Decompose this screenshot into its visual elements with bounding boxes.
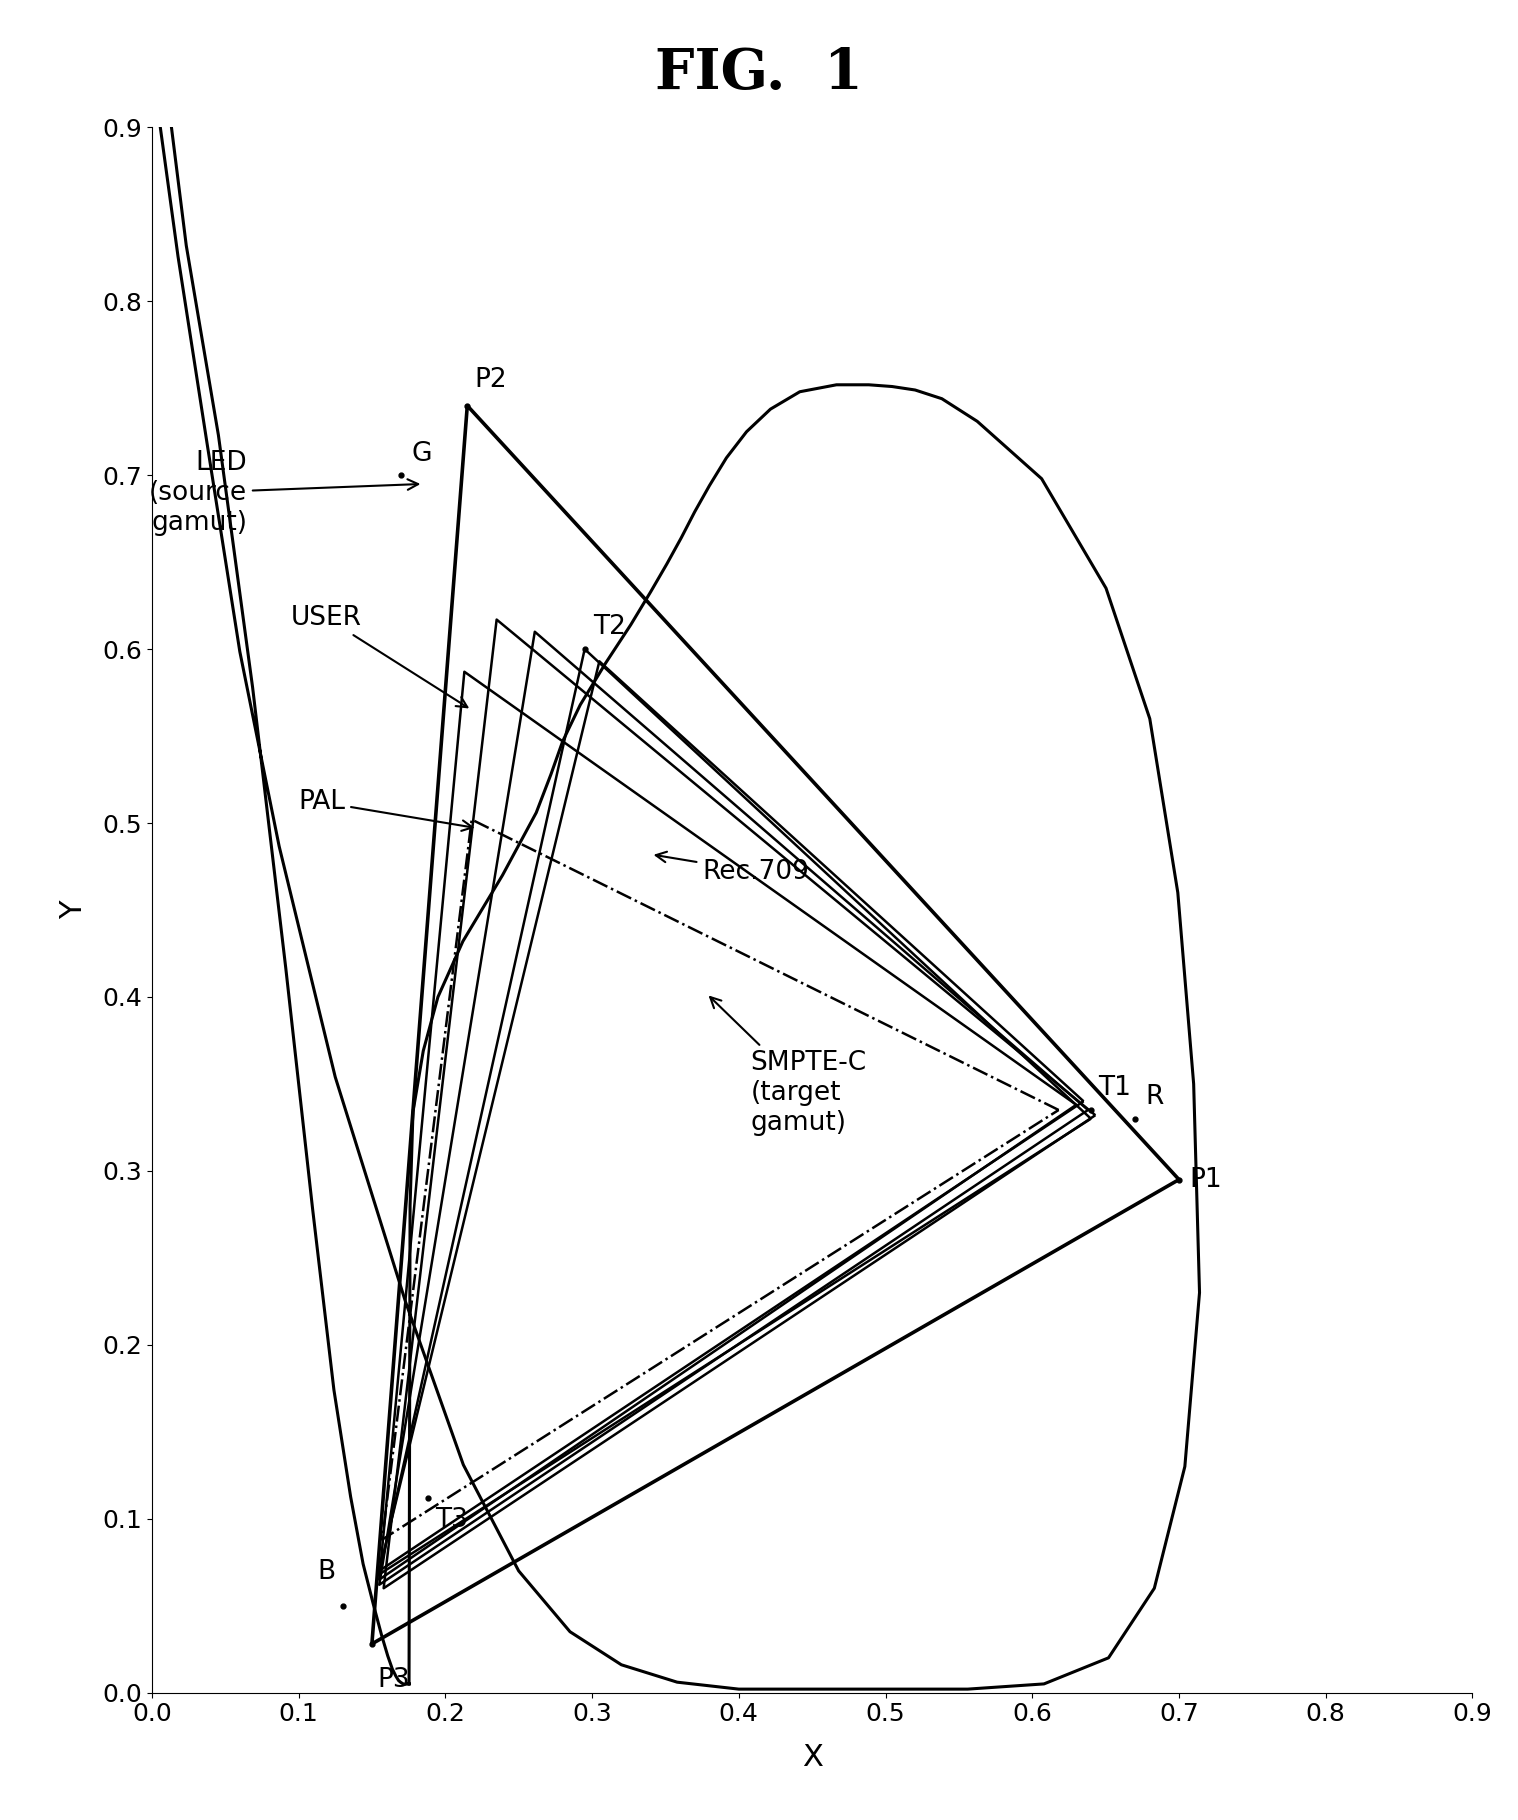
Y-axis label: Y: Y bbox=[59, 901, 88, 919]
Text: FIG.  1: FIG. 1 bbox=[656, 46, 862, 100]
X-axis label: X: X bbox=[802, 1744, 823, 1773]
Text: P2: P2 bbox=[475, 368, 507, 393]
Text: P3: P3 bbox=[378, 1667, 410, 1693]
Text: B: B bbox=[317, 1558, 335, 1585]
Text: LED
(source
gamut): LED (source gamut) bbox=[149, 450, 417, 535]
Text: P1: P1 bbox=[1189, 1167, 1222, 1192]
Text: USER: USER bbox=[290, 604, 468, 708]
Text: T3: T3 bbox=[436, 1507, 468, 1532]
Text: R: R bbox=[1145, 1085, 1164, 1110]
Text: T1: T1 bbox=[1099, 1076, 1131, 1101]
Text: Rec.709: Rec.709 bbox=[656, 852, 809, 885]
Text: PAL: PAL bbox=[299, 790, 472, 832]
Text: SMPTE-C
(target
gamut): SMPTE-C (target gamut) bbox=[710, 997, 867, 1136]
Text: T2: T2 bbox=[594, 615, 627, 641]
Text: G: G bbox=[411, 440, 433, 466]
